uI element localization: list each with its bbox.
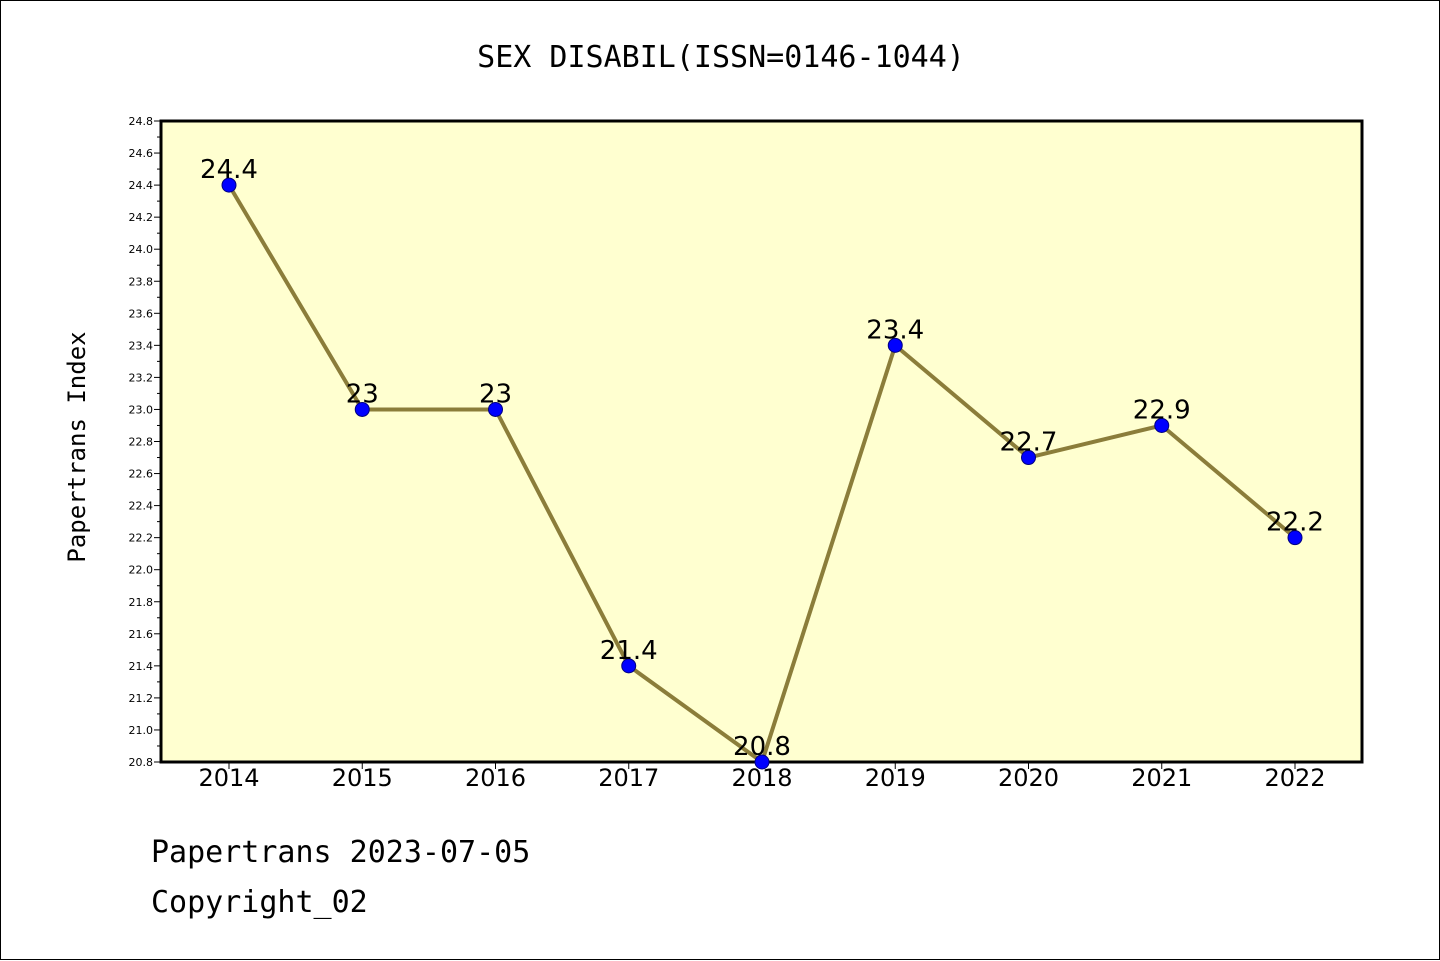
x-tick-label: 2019 [865,764,926,792]
data-label: 23 [346,379,379,409]
y-tick-label: 21.0 [129,724,154,737]
data-point [1154,417,1170,433]
data-label: 21.4 [600,636,658,666]
y-tick-label: 22.6 [129,468,154,481]
y-tick-label: 24.2 [129,211,154,224]
data-label: 22.9 [1133,395,1191,425]
y-tick-label: 24.4 [129,179,154,192]
y-tick-label: 22.2 [129,532,154,545]
x-axis-ticks: 2014 2015 2016 2017 2018 2019 2020 2021 2022 [198,762,1326,792]
data-labels: 24.4 23 23 21.4 20.8 23.4 22.7 22.9 22.2 [200,155,1324,762]
data-point [621,658,637,674]
y-tick-label: 24.0 [129,243,154,256]
y-tick-label: 21.6 [129,628,154,641]
y-tick-label: 23.8 [129,275,154,288]
x-tick-label: 2022 [1264,764,1325,792]
y-tick-label: 23.6 [129,307,154,320]
data-label: 22.7 [1000,428,1058,458]
y-tick-label: 23.4 [129,339,154,352]
x-tick-label: 2014 [198,764,259,792]
y-tick-label: 21.2 [129,692,154,705]
y-tick-label: 22.4 [129,500,154,513]
data-label: 23.4 [866,315,924,345]
x-tick-label: 2016 [465,764,526,792]
data-label: 23 [479,379,512,409]
y-tick-label: 21.4 [129,660,154,673]
y-tick-label: 22.0 [129,564,154,577]
chart-title: SEX DISABIL(ISSN=0146-1044) [477,40,965,75]
y-tick-label: 24.6 [129,147,154,160]
data-point [1021,450,1036,466]
data-point [1287,530,1303,546]
y-tick-label: 23.0 [129,403,154,416]
x-tick-label: 2020 [998,764,1059,792]
data-points [221,177,1303,770]
x-tick-label: 2017 [598,764,659,792]
footer-copyright: Copyright_02 [151,885,368,920]
data-point [354,401,370,417]
data-label: 20.8 [733,732,791,762]
data-label: 24.4 [200,155,258,185]
data-point [754,754,770,770]
x-tick-label: 2015 [332,764,393,792]
y-tick-label: 22.8 [129,436,154,449]
data-point [887,337,903,353]
y-axis-label: Papertrans Index [63,331,91,562]
data-point [488,401,503,417]
y-axis-ticks: 20.8 21.0 21.2 21.4 21.6 21.8 22.0 22.2 22.4 22.6… [129,115,161,769]
y-tick-label: 20.8 [129,756,154,769]
y-tick-label: 21.8 [129,596,154,609]
data-label: 22.2 [1266,508,1324,538]
y-tick-label: 23.2 [129,371,154,384]
data-point [221,177,237,193]
plot-area [159,119,1364,764]
footer-date: Papertrans 2023-07-05 [151,835,531,870]
x-tick-label: 2021 [1131,764,1192,792]
y-tick-label: 24.8 [129,115,154,128]
